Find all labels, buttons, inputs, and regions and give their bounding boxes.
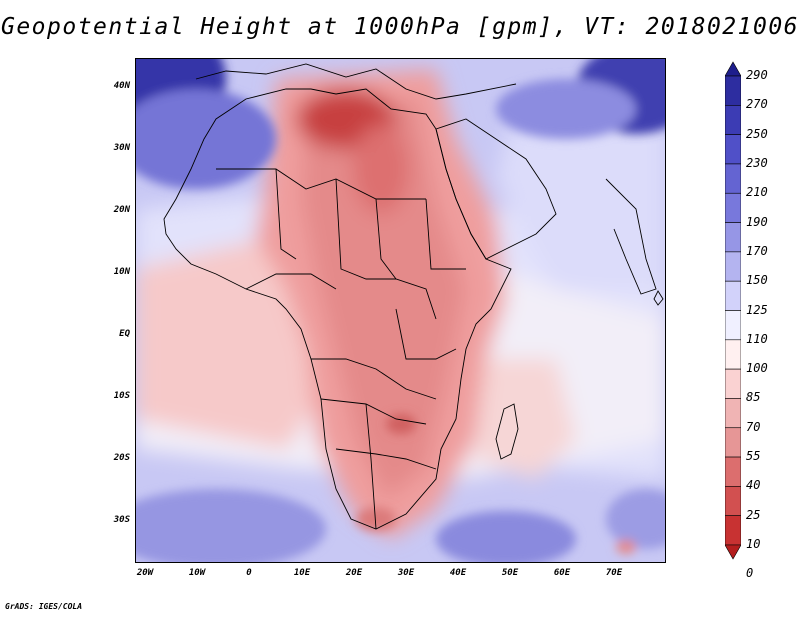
lat-label: EQ	[119, 329, 130, 339]
colorbar-cell	[725, 398, 741, 429]
geopotential-field	[136, 69, 665, 539]
colorbar-cell	[725, 75, 741, 106]
lon-label: 40E	[449, 568, 467, 578]
colorbar-label: 150	[746, 273, 768, 288]
colorbar-label: 250	[746, 126, 768, 141]
colorbar	[725, 61, 741, 560]
colorbar-cell	[725, 427, 741, 458]
colorbar-arrow-top	[725, 61, 741, 77]
colorbar-label: 0	[746, 566, 754, 581]
map-svg	[136, 59, 665, 562]
lon-label: 30E	[397, 568, 415, 578]
lon-label: 0	[246, 568, 252, 578]
lon-label: 20W	[136, 568, 154, 578]
field-details	[136, 59, 665, 562]
credit-text: GrADS: IGES/COLA	[5, 602, 83, 611]
colorbar-arrow-bottom	[725, 544, 741, 560]
lon-label: 70E	[605, 568, 623, 578]
lat-label: 20N	[113, 205, 130, 215]
lon-label: 50E	[501, 568, 519, 578]
lon-label: 60E	[553, 568, 571, 578]
colorbar-cell	[725, 163, 741, 194]
colorbar-label: 170	[746, 243, 768, 258]
colorbar-cell	[725, 222, 741, 253]
colorbar-label: 40	[746, 478, 761, 493]
colorbar-label: 270	[746, 97, 768, 112]
colorbar-label: 25	[746, 507, 761, 522]
colorbar-cell	[725, 368, 741, 399]
colorbar-cell	[725, 192, 741, 223]
lat-label: 40N	[113, 81, 130, 91]
lat-label: 10N	[113, 267, 130, 277]
lat-label: 30S	[113, 515, 130, 525]
colorbar-cell	[725, 280, 741, 311]
colorbar-label: 190	[746, 214, 768, 229]
plot-title: Geopotential Height at 1000hPa [gpm], VT…	[0, 14, 800, 40]
colorbar-cell	[725, 515, 741, 546]
lon-label: 10E	[293, 568, 311, 578]
coastlines	[163, 63, 664, 530]
colorbar-cell	[725, 251, 741, 282]
lat-label: 30N	[113, 143, 130, 153]
lon-label: 10W	[188, 568, 206, 578]
colorbar-cell	[725, 310, 741, 341]
colorbar-cell	[725, 456, 741, 487]
colorbar-cell	[725, 339, 741, 370]
lon-label: 20E	[345, 568, 363, 578]
colorbar-cell	[725, 105, 741, 135]
colorbar-label: 55	[746, 449, 761, 464]
colorbar-label: 110	[746, 331, 768, 346]
colorbar-label: 290	[746, 68, 768, 82]
colorbar-label: 100	[746, 361, 768, 376]
map-plot-area	[135, 58, 666, 563]
colorbar-cell	[725, 134, 741, 165]
colorbar-label: 125	[746, 302, 768, 317]
colorbar-label: 85	[746, 390, 761, 405]
lat-label: 20S	[113, 453, 130, 463]
colorbar-cell	[725, 486, 741, 516]
lat-label: 10S	[113, 391, 130, 401]
colorbar-label: 10	[746, 537, 761, 551]
colorbar-label: 70	[746, 419, 761, 434]
colorbar-label: 210	[746, 185, 768, 200]
colorbar-label: 230	[746, 155, 768, 170]
